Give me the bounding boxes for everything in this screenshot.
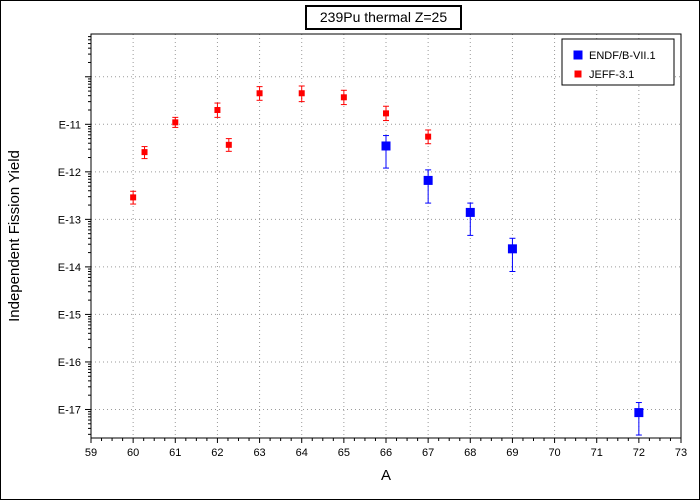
- x-tick-label: 59: [85, 447, 97, 459]
- data-point: [340, 94, 347, 101]
- data-point: [256, 90, 263, 97]
- y-tick-label: E-14: [58, 262, 81, 274]
- x-tick-label: 70: [548, 447, 560, 459]
- x-tick-label: 68: [464, 447, 476, 459]
- data-point: [172, 119, 179, 126]
- data-point: [507, 244, 517, 254]
- data-point: [141, 149, 148, 156]
- legend-label: JEFF-3.1: [589, 69, 634, 81]
- x-tick-label: 72: [633, 447, 645, 459]
- y-tick-label: E-11: [59, 119, 81, 131]
- x-axis-title: A: [381, 467, 391, 484]
- y-axis-title: Independent Fission Yield: [6, 150, 23, 322]
- x-tick-label: 69: [506, 447, 518, 459]
- x-tick-label: 62: [211, 447, 223, 459]
- legend-marker: [573, 50, 583, 60]
- x-tick-label: 71: [591, 447, 603, 459]
- data-point: [425, 133, 432, 140]
- x-tick-label: 61: [169, 447, 181, 459]
- chart-title: 239Pu thermal Z=25: [305, 5, 462, 30]
- data-point: [298, 90, 305, 97]
- x-tick-label: 73: [675, 447, 687, 459]
- x-tick-label: 67: [422, 447, 434, 459]
- x-tick-label: 60: [127, 447, 139, 459]
- data-point: [381, 141, 391, 151]
- x-tick-label: 63: [253, 447, 265, 459]
- y-tick-label: E-12: [58, 167, 81, 179]
- data-point: [383, 110, 389, 117]
- y-tick-label: E-17: [58, 404, 81, 416]
- data-point: [130, 194, 137, 201]
- legend-label: ENDF/B-VII.1: [589, 50, 656, 62]
- x-tick-label: 65: [338, 447, 350, 459]
- y-tick-label: E-16: [58, 357, 81, 369]
- y-tick-label: E-15: [58, 309, 81, 321]
- x-tick-label: 66: [380, 447, 392, 459]
- data-point: [634, 408, 644, 418]
- data-point: [423, 175, 433, 185]
- data-point: [465, 207, 475, 217]
- legend-marker: [574, 70, 582, 78]
- x-tick-label: 64: [296, 447, 308, 459]
- data-point: [225, 141, 232, 148]
- data-point: [214, 106, 221, 113]
- y-tick-label: E-13: [58, 214, 81, 226]
